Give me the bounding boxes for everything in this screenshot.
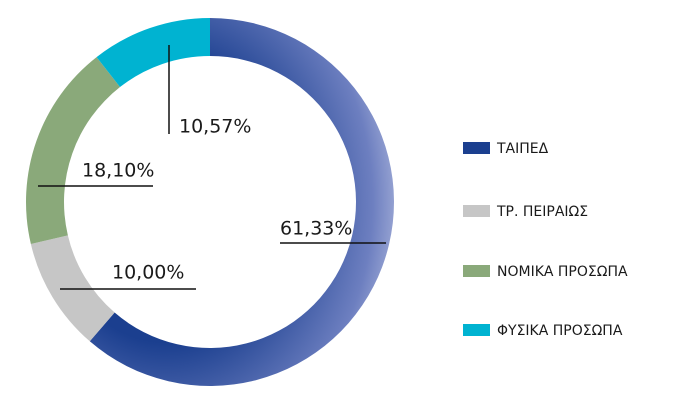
- donut-segment: [96, 18, 210, 88]
- donut-segment: [89, 18, 395, 386]
- donut-segment: [26, 57, 121, 245]
- data-label: 10,00%: [112, 262, 184, 284]
- legend-swatch: [463, 142, 490, 154]
- data-label: 10,57%: [179, 116, 251, 138]
- legend-label: ΤΡ. ΠΕΙΡΑΙΩΣ: [496, 204, 588, 220]
- legend-label: ΤΑΙΠΕΔ: [496, 141, 549, 157]
- legend-swatch: [463, 324, 490, 336]
- data-label: 18,10%: [82, 160, 154, 182]
- data-label: 61,33%: [280, 218, 352, 240]
- legend-label: ΦΥΣΙΚΑ ΠΡΟΣΩΠΑ: [497, 323, 623, 339]
- legend-swatch: [463, 205, 490, 217]
- legend-label: ΝΟΜΙΚΑ ΠΡΟΣΩΠΑ: [497, 264, 628, 280]
- legend-swatch: [463, 265, 490, 277]
